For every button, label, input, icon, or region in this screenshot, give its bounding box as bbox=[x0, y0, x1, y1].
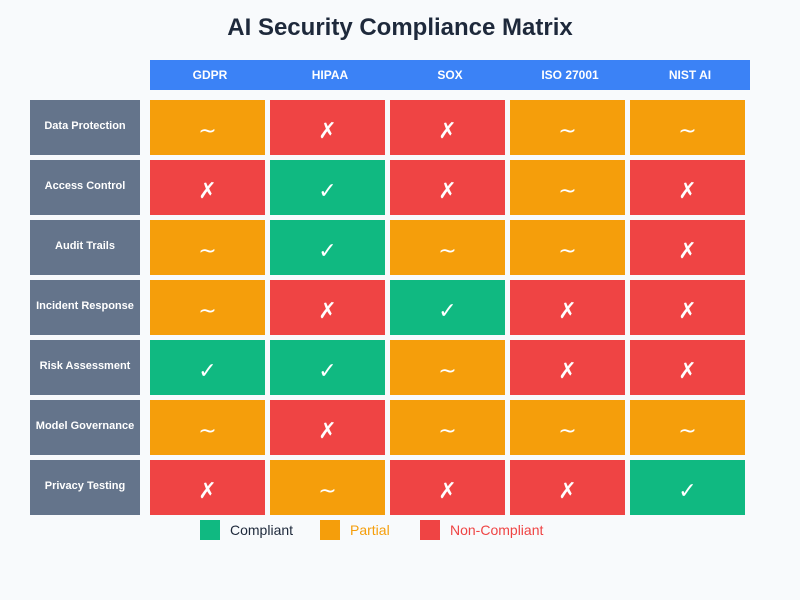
status-cell-partial: ~ bbox=[510, 160, 625, 215]
legend-label: Partial bbox=[350, 522, 390, 538]
row-label: Access Control bbox=[30, 160, 140, 215]
status-cell-non-compliant: ✗ bbox=[150, 460, 265, 515]
status-cell-compliant: ✓ bbox=[270, 160, 385, 215]
row-label: Data Protection bbox=[30, 100, 140, 155]
status-cell-non-compliant: ✗ bbox=[630, 280, 745, 335]
column-header: NIST AI bbox=[668, 68, 712, 82]
status-cell-partial: ~ bbox=[150, 400, 265, 455]
status-cell-non-compliant: ✗ bbox=[270, 400, 385, 455]
row-label: Incident Response bbox=[30, 280, 140, 335]
status-cell-non-compliant: ✗ bbox=[510, 460, 625, 515]
legend-label: Compliant bbox=[230, 522, 294, 538]
legend-swatch bbox=[320, 520, 340, 540]
status-cell-partial: ~ bbox=[510, 220, 625, 275]
column-header: HIPAA bbox=[311, 68, 349, 82]
status-cell-partial: ~ bbox=[150, 280, 265, 335]
column-header: GDPR bbox=[192, 68, 228, 82]
column-header: ISO 27001 bbox=[541, 68, 599, 82]
legend-label: Non-Compliant bbox=[450, 522, 544, 538]
status-cell-partial: ~ bbox=[390, 340, 505, 395]
status-cell-compliant: ✓ bbox=[150, 340, 265, 395]
row-label: Privacy Testing bbox=[30, 460, 140, 515]
status-cell-non-compliant: ✗ bbox=[390, 160, 505, 215]
row-label: Audit Trails bbox=[30, 220, 140, 275]
status-cell-non-compliant: ✗ bbox=[390, 100, 505, 155]
status-cell-partial: ~ bbox=[270, 460, 385, 515]
status-cell-partial: ~ bbox=[630, 400, 745, 455]
status-cell-partial: ~ bbox=[150, 100, 265, 155]
status-cell-non-compliant: ✗ bbox=[510, 340, 625, 395]
status-cell-compliant: ✓ bbox=[390, 280, 505, 335]
status-cell-non-compliant: ✗ bbox=[630, 160, 745, 215]
status-cell-compliant: ✓ bbox=[270, 340, 385, 395]
status-cell-partial: ~ bbox=[150, 220, 265, 275]
status-cell-compliant: ✓ bbox=[270, 220, 385, 275]
status-cell-partial: ~ bbox=[630, 100, 745, 155]
status-cell-non-compliant: ✗ bbox=[270, 280, 385, 335]
status-cell-non-compliant: ✗ bbox=[270, 100, 385, 155]
status-cell-partial: ~ bbox=[390, 220, 505, 275]
status-cell-non-compliant: ✗ bbox=[630, 340, 745, 395]
status-cell-non-compliant: ✗ bbox=[150, 160, 265, 215]
row-label: Risk Assessment bbox=[30, 340, 140, 395]
status-cell-partial: ~ bbox=[390, 400, 505, 455]
row-label: Model Governance bbox=[30, 400, 140, 455]
status-cell-compliant: ✓ bbox=[630, 460, 745, 515]
status-cell-partial: ~ bbox=[510, 100, 625, 155]
column-header: SOX bbox=[437, 68, 463, 82]
page-title: AI Security Compliance Matrix bbox=[227, 14, 573, 41]
status-cell-non-compliant: ✗ bbox=[390, 460, 505, 515]
status-cell-non-compliant: ✗ bbox=[630, 220, 745, 275]
column-header-bar: GDPR HIPAA SOX ISO 27001 NIST AI bbox=[150, 60, 750, 90]
status-cell-partial: ~ bbox=[510, 400, 625, 455]
legend-swatch bbox=[420, 520, 440, 540]
legend-swatch bbox=[200, 520, 220, 540]
status-cell-non-compliant: ✗ bbox=[510, 280, 625, 335]
